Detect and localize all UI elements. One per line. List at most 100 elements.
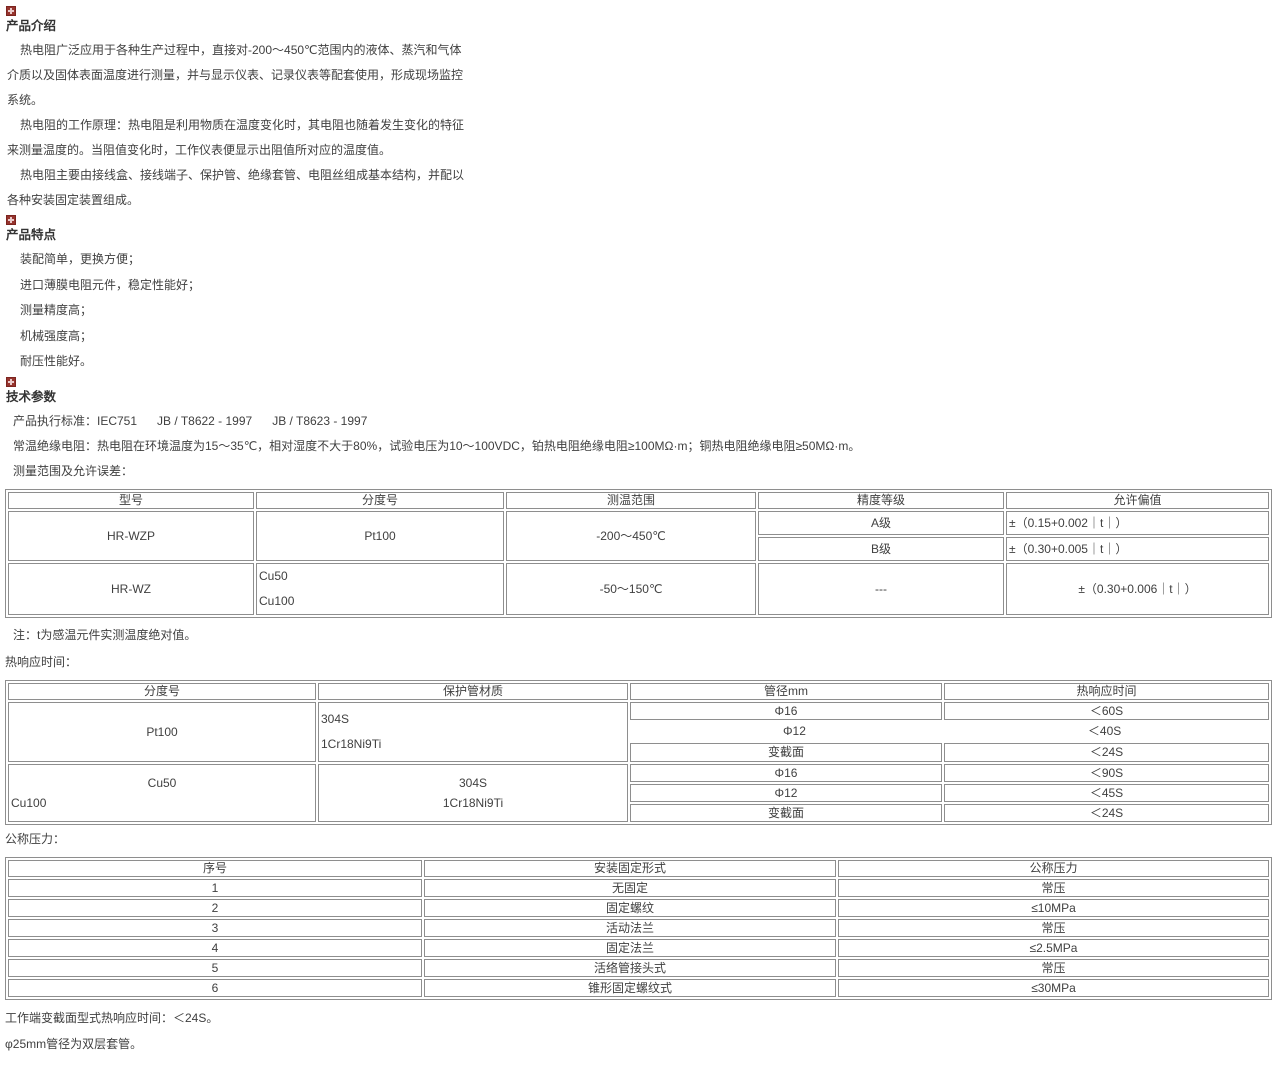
response-table-label: 热响应时间： <box>5 654 78 669</box>
cell-range: -200～450℃ <box>506 510 756 561</box>
nominal-pressure-table: 序号 安装固定形式 公称压力 1 无固定 常压 2 固定螺纹 ≤10MPa 3 … <box>5 856 1272 1000</box>
intro-line: 热电阻的工作原理：热电阻是利用物质在温度变化时，其电阻也随着发生变化的特征 <box>20 118 465 132</box>
footer-notes: 工作端变截面型式热响应时间：＜24S。 φ25mm管径为双层套管。 <box>5 1005 1278 1057</box>
column-header: 保护管材质 <box>318 682 628 700</box>
intro-line: 来测量温度的。当阻值变化时，工作仪表便显示出阻值所对应的温度值。 <box>7 143 392 157</box>
cell-mount-type: 活动法兰 <box>424 918 836 937</box>
cell-pressure: ≤2.5MPa <box>838 938 1269 957</box>
column-header: 精度等级 <box>758 491 1004 509</box>
intro-line: 系统。 <box>7 93 44 107</box>
section-intro: 产品介绍 热电阻广泛应用于各种生产过程中，直接对-200～450℃范围内的液体、… <box>5 6 1278 213</box>
cell-diameter-time-merged: Φ12 ＜40S <box>630 722 1269 741</box>
table-row: Φ12 ＜45S <box>8 783 1269 802</box>
response-time-table: 分度号 保护管材质 管径mm 热响应时间 Pt100 304S 1Cr18Ni9… <box>5 679 1272 825</box>
intro-paragraphs: 热电阻广泛应用于各种生产过程中，直接对-200～450℃范围内的液体、蒸汽和气体… <box>5 38 1278 213</box>
cell-diameter: Φ16 <box>630 701 942 721</box>
table-row: 4 固定法兰 ≤2.5MPa <box>8 938 1269 957</box>
insulation-line: 常温绝缘电阻：热电阻在环境温度为15～35℃，相对湿度不大于80%，试验电压为1… <box>13 438 861 453</box>
feature-item: 测量精度高； <box>20 303 93 317</box>
table-row: Φ12 ＜40S <box>8 722 1269 741</box>
broken-image-icon <box>6 6 16 16</box>
cell-time: ＜24S <box>944 803 1269 822</box>
table-note: 注：t为感温元件实测温度绝对值。 <box>13 627 197 642</box>
cell-pressure: 常压 <box>838 878 1269 897</box>
cell-diameter: 变截面 <box>630 742 942 762</box>
table-row: HR-WZP Pt100 -200～450℃ A级 ±（0.15+0.002｜t… <box>8 510 1269 561</box>
table-row: 6 锥形固定螺纹式 ≤30MPa <box>8 978 1269 997</box>
table-header-row: 序号 安装固定形式 公称压力 <box>8 859 1269 877</box>
material-line: 1Cr18Ni9Ti <box>321 736 382 751</box>
cell-pressure: 常压 <box>838 958 1269 977</box>
feature-item: 装配简单，更换方便； <box>20 252 141 266</box>
cell-model: HR-WZP <box>8 510 254 561</box>
feature-item: 进口薄膜电阻元件，稳定性能好； <box>20 277 201 292</box>
cell-tolerance: ±（0.30+0.005｜t｜） <box>1006 536 1269 561</box>
column-header: 管径mm <box>630 682 942 700</box>
cell-diameter: Φ12 <box>630 783 942 802</box>
standard-line: 产品执行标准：IEC751 JB / T8622 - 1997 JB / T86… <box>13 413 368 428</box>
section-tech: 技术参数 产品执行标准：IEC751 JB / T8622 - 1997 JB … <box>5 376 1278 1057</box>
feature-list: 装配简单，更换方便； 进口薄膜电阻元件，稳定性能好； 测量精度高； 机械强度高；… <box>5 247 1278 375</box>
table-header-row: 型号 分度号 测温范围 精度等级 允许偏值 <box>8 491 1269 509</box>
range-tolerance-table: 型号 分度号 测温范围 精度等级 允许偏值 HR-WZP Pt100 -200～… <box>5 488 1272 618</box>
column-header: 热响应时间 <box>944 682 1269 700</box>
intro-line: 热电阻广泛应用于各种生产过程中，直接对-200～450℃范围内的液体、蒸汽和气体 <box>20 43 462 57</box>
cell-pressure: ≤30MPa <box>838 978 1269 997</box>
cell-grade: A级 <box>758 510 1004 535</box>
intro-line: 介质以及固体表面温度进行测量，并与显示仪表、记录仪表等配套使用，形成现场监控 <box>7 68 464 82</box>
features-heading: 产品特点 <box>6 228 57 242</box>
cell-time: ＜24S <box>944 742 1269 762</box>
table-row: 变截面 ＜24S <box>8 742 1269 762</box>
cell-grade: B级 <box>758 536 1004 561</box>
column-header: 序号 <box>8 859 422 877</box>
table-row: 5 活络管接头式 常压 <box>8 958 1269 977</box>
column-header: 型号 <box>8 491 254 509</box>
cell-grade: --- <box>758 562 1004 615</box>
table-row: 变截面 ＜24S <box>8 803 1269 822</box>
graduation-line: Cu100 <box>259 593 295 608</box>
cell-mount-type: 固定螺纹 <box>424 898 836 917</box>
material-line: 304S <box>321 711 350 726</box>
footer-note: 工作端变截面型式热响应时间：＜24S。 <box>5 1010 219 1025</box>
table-row: Pt100 304S 1Cr18Ni9Ti Φ16 ＜60S <box>8 701 1269 762</box>
material-line: 304S <box>458 775 488 790</box>
product-doc-page: 产品介绍 热电阻广泛应用于各种生产过程中，直接对-200～450℃范围内的液体、… <box>5 6 1278 1057</box>
cell-mount-type: 活络管接头式 <box>424 958 836 977</box>
footer-note: φ25mm管径为双层套管。 <box>5 1036 143 1051</box>
table-row: 2 固定螺纹 ≤10MPa <box>8 898 1269 917</box>
broken-image-icon <box>6 376 16 387</box>
graduation-line: Cu50 <box>147 775 177 790</box>
column-header: 分度号 <box>8 682 316 700</box>
intro-line: 各种安装固定装置组成。 <box>7 193 140 207</box>
cell-index: 5 <box>8 958 422 977</box>
cell-index: 2 <box>8 898 422 917</box>
table-header-row: 分度号 保护管材质 管径mm 热响应时间 <box>8 682 1269 700</box>
column-header: 安装固定形式 <box>424 859 836 877</box>
cell-graduation: Cu50 Cu100 <box>8 763 316 822</box>
cell-graduation: Pt100 <box>256 510 504 561</box>
cell-material: 304S 1Cr18Ni9Ti <box>318 701 628 762</box>
cell-material: 304S 1Cr18Ni9Ti <box>318 763 628 822</box>
tech-heading: 技术参数 <box>6 389 57 404</box>
column-header: 允许偏值 <box>1006 491 1269 509</box>
cell-graduation: Pt100 <box>8 701 316 762</box>
cell-time: ＜45S <box>944 783 1269 802</box>
table-row: 1 无固定 常压 <box>8 878 1269 897</box>
intro-line: 热电阻主要由接线盒、接线端子、保护管、绝缘套管、电阻丝组成基本结构，并配以 <box>20 168 465 182</box>
range-table-label: 测量范围及允许误差： <box>13 463 134 478</box>
intro-heading: 产品介绍 <box>6 19 57 33</box>
cell-diameter: 变截面 <box>630 803 942 822</box>
cell-index: 1 <box>8 878 422 897</box>
broken-image-icon <box>6 215 16 225</box>
cell-diameter: Φ12 <box>782 724 806 739</box>
cell-diameter: Φ16 <box>630 763 942 782</box>
cell-index: 6 <box>8 978 422 997</box>
pressure-table-label: 公称压力： <box>5 831 66 846</box>
feature-item: 机械强度高； <box>20 328 93 343</box>
column-header: 分度号 <box>256 491 504 509</box>
cell-tolerance: ±（0.15+0.002｜t｜） <box>1006 510 1269 535</box>
table-row: HR-WZ Cu50 Cu100 -50～150℃ --- ±（0.30+0.0… <box>8 562 1269 615</box>
graduation-line: Cu50 <box>259 568 288 583</box>
material-line: 1Cr18Ni9Ti <box>442 795 504 810</box>
table-row: B级 ±（0.30+0.005｜t｜） <box>8 536 1269 561</box>
